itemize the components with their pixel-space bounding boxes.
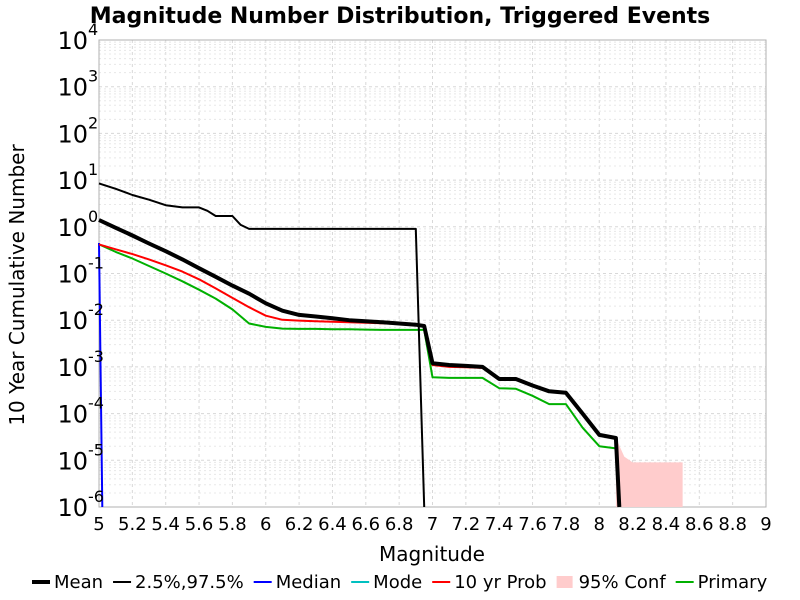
y-tick-base: 10	[57, 167, 88, 195]
y-tick-exponent: -3	[88, 347, 104, 366]
x-tick-label: 5	[93, 514, 104, 535]
legend-label: Mean	[54, 572, 103, 593]
x-tick-label: 7.6	[518, 514, 547, 535]
legend-label: 10 yr Prob	[454, 572, 546, 593]
legend-item: 10 yr Prob	[432, 572, 547, 593]
series-line-mean	[98, 218, 622, 508]
y-tick-label: 10 4	[57, 20, 98, 55]
legend-label: 95% Conf	[579, 572, 667, 593]
x-tick-label: 9	[760, 514, 771, 535]
y-tick-exponent: 4	[88, 20, 98, 39]
series-line-2-5-97-5-	[98, 182, 426, 508]
conf-band	[615, 438, 683, 507]
x-tick-label: 5.6	[185, 514, 214, 535]
x-tick-label: 5.2	[118, 514, 147, 535]
legend-item: 2.5%,97.5%	[113, 572, 244, 593]
x-tick-label: 6.6	[351, 514, 380, 535]
y-axis-label: 10 Year Cumulative Number	[5, 144, 29, 426]
y-tick-exponent: 1	[88, 160, 98, 179]
y-tick-exponent: -6	[88, 487, 104, 506]
legend-label: 2.5%,97.5%	[135, 572, 244, 593]
y-tick-base: 10	[57, 354, 88, 382]
legend-swatch	[556, 576, 573, 588]
chart-title: Magnitude Number Distribution, Triggered…	[90, 4, 711, 29]
y-tick-exponent: -5	[88, 440, 104, 459]
x-tick-label: 6.8	[385, 514, 414, 535]
y-tick-base: 10	[57, 120, 88, 148]
legend-item: 95% Conf	[556, 572, 667, 593]
y-tick-base: 10	[57, 27, 88, 55]
conf-band-layer	[615, 438, 683, 507]
legend-item: Mean	[32, 572, 103, 593]
y-tick-base: 10	[57, 214, 88, 242]
x-tick-label: 8.4	[652, 514, 681, 535]
y-tick-exponent: 3	[88, 67, 98, 86]
legend-label: Mode	[373, 572, 422, 593]
legend-item: Median	[253, 572, 341, 593]
legend-item: Primary	[675, 572, 768, 593]
y-tick-exponent: -2	[88, 300, 104, 319]
x-tick-label: 6.2	[285, 514, 314, 535]
x-tick-label: 6	[260, 514, 271, 535]
y-tick-label: 10 -4	[57, 394, 104, 429]
legend: Mean 2.5%,97.5% Median Mode 10 yr Prob 95% Co…	[32, 572, 768, 593]
y-tick-base: 10	[57, 74, 88, 102]
y-tick-exponent: -4	[88, 394, 104, 413]
legend-label: Primary	[698, 572, 768, 593]
y-tick-label: 10 -6	[57, 487, 104, 522]
y-tick-base: 10	[57, 307, 88, 335]
y-tick-label: 10 0	[57, 207, 98, 242]
x-tick-label: 8.2	[618, 514, 647, 535]
y-tick-label: 10 -1	[57, 254, 104, 289]
x-tick-label: 8.8	[718, 514, 747, 535]
y-tick-base: 10	[57, 447, 88, 475]
legend-label: Median	[276, 572, 341, 593]
x-axis-label: Magnitude	[379, 542, 485, 566]
x-tick-label: 7.4	[485, 514, 514, 535]
x-tick-label: 8.6	[685, 514, 714, 535]
series-line-median	[98, 242, 104, 508]
y-tick-label: 10 -2	[57, 300, 104, 335]
legend-item: Mode	[351, 572, 422, 593]
x-tick-label: 6.4	[318, 514, 347, 535]
y-tick-label: 10 2	[57, 113, 98, 148]
grid	[98, 39, 767, 508]
y-tick-base: 10	[57, 401, 88, 429]
x-tick-labels: 5 5.2 5.4 5.6 5.8 6 6.2 6.4 6.6 6.8 7 7.2 7.4 7.6 7.8 8…	[93, 514, 771, 535]
y-tick-exponent: 2	[88, 113, 98, 132]
x-tick-label: 7	[427, 514, 438, 535]
y-tick-label: 10 -3	[57, 347, 104, 382]
series-layer	[98, 182, 622, 508]
y-tick-label: 10 1	[57, 160, 98, 195]
y-tick-label: 10 -5	[57, 440, 104, 475]
y-tick-exponent: 0	[88, 207, 98, 226]
x-tick-label: 5.4	[151, 514, 180, 535]
y-tick-exponent: -1	[88, 254, 104, 273]
x-tick-label: 8	[594, 514, 605, 535]
x-tick-label: 7.8	[552, 514, 581, 535]
x-tick-label: 5.8	[218, 514, 247, 535]
x-tick-label: 7.2	[452, 514, 481, 535]
y-tick-base: 10	[57, 261, 88, 289]
y-tick-base: 10	[57, 494, 88, 522]
y-tick-label: 10 3	[57, 67, 98, 102]
series-line-primary	[98, 243, 617, 450]
